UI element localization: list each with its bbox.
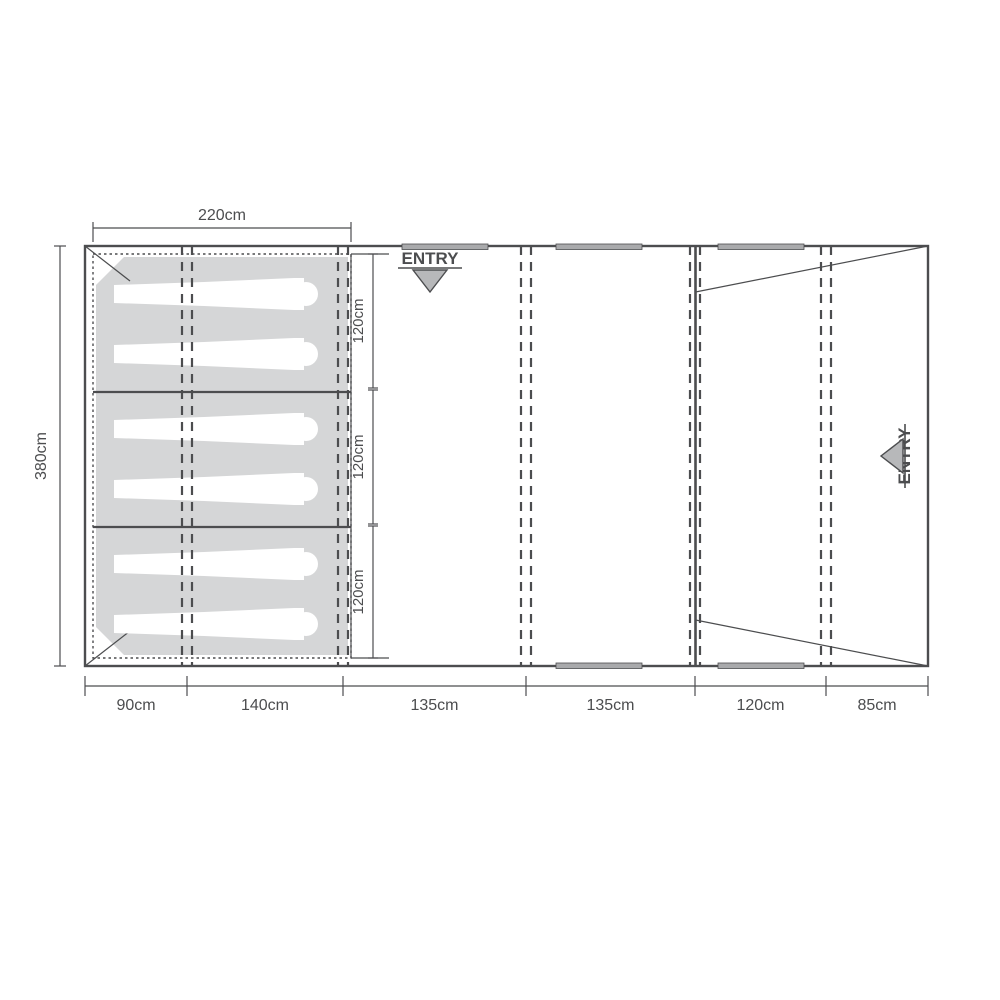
- entry-arrow-icon: [413, 270, 447, 292]
- vent: [718, 244, 804, 250]
- dim-height: 380cm: [33, 432, 50, 480]
- dim-bottom-1: 140cm: [241, 697, 289, 714]
- dim-room-2: 120cm: [350, 569, 367, 614]
- dim-room-1: 120cm: [350, 434, 367, 479]
- dim-sleep-width: 220cm: [198, 207, 246, 224]
- dim-bottom-4: 120cm: [736, 697, 784, 714]
- dim-bottom-5: 85cm: [857, 697, 896, 714]
- vent: [556, 663, 642, 669]
- dim-bottom-3: 135cm: [586, 697, 634, 714]
- vent: [718, 663, 804, 669]
- dim-bottom-0: 90cm: [116, 697, 155, 714]
- sleep-area-fill: [96, 257, 348, 655]
- dim-room-0: 120cm: [350, 298, 367, 343]
- tent-floorplan: 380cm220cm120cm120cm120cmENTRYENTRY90cm1…: [0, 0, 1000, 1000]
- person-icon: [0, 0, 16, 78]
- vent: [556, 244, 642, 250]
- entry-arrow-icon: [881, 439, 903, 473]
- dim-bottom-2: 135cm: [410, 697, 458, 714]
- entry-label-top: ENTRY: [402, 249, 460, 268]
